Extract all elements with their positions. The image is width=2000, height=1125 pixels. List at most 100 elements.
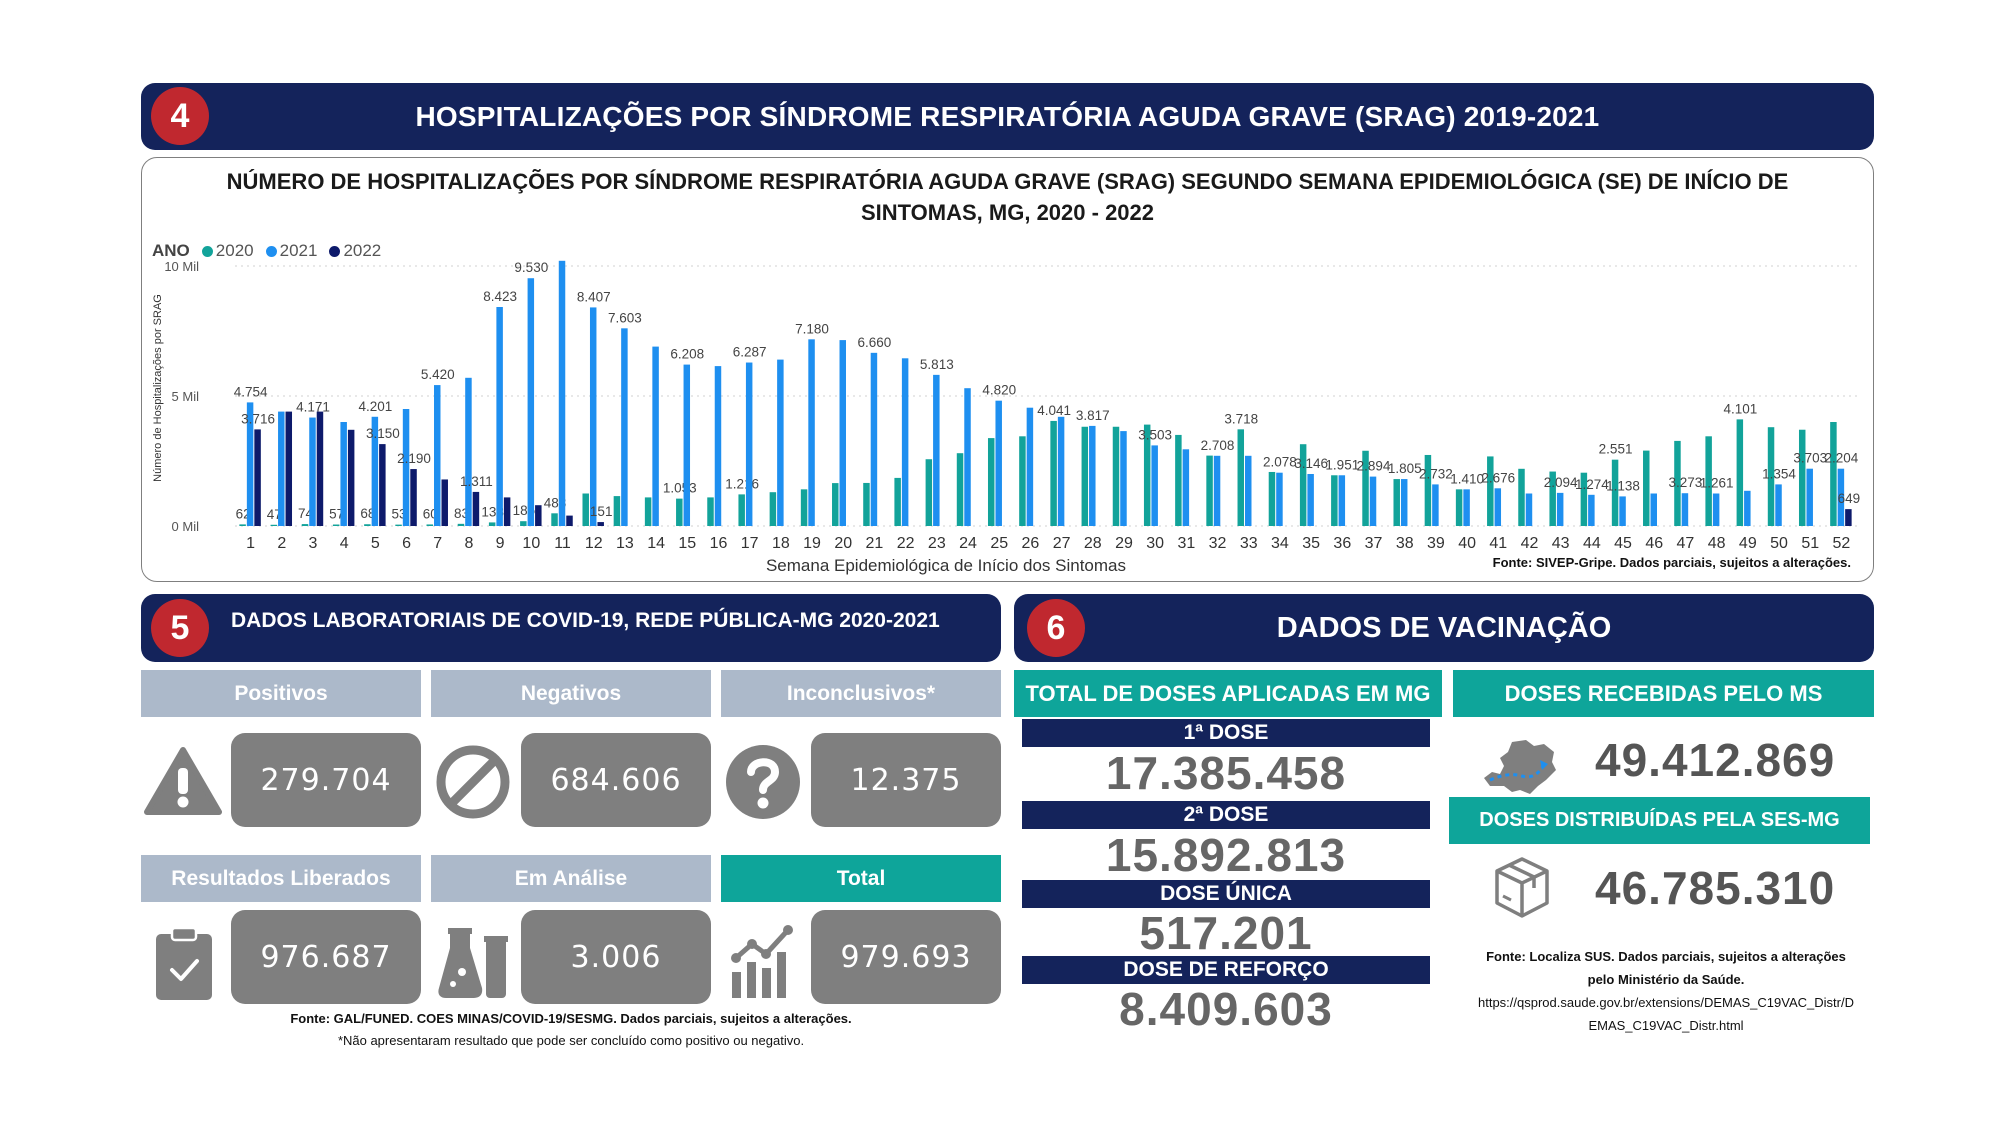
legend-item-2022[interactable]: 2022 xyxy=(329,241,381,261)
x-tick-label: 16 xyxy=(710,535,728,552)
bar-2020 xyxy=(644,497,652,526)
bar-2021 xyxy=(1338,475,1346,526)
data-label: 7.180 xyxy=(795,321,829,336)
bar-2020 xyxy=(395,524,402,526)
bar-2020 xyxy=(894,477,901,526)
data-label: 3.146 xyxy=(1294,456,1328,471)
clipboard-check-icon xyxy=(156,926,212,1000)
legend-item-2021[interactable]: 2021 xyxy=(265,241,318,261)
doses-distributed-header: DOSES DISTRIBUÍDAS PELA SES-MG xyxy=(1449,797,1870,844)
x-tick-label: 46 xyxy=(1645,535,1663,552)
bar-2021 xyxy=(1213,455,1221,526)
doses-distributed-value: 46.785.310 xyxy=(1595,862,1836,914)
data-label: 8.423 xyxy=(483,289,517,304)
chart-plot-area: 0 Mil 5 Mil 10 Mil Número de Hospitalizaçõe… xyxy=(152,259,1860,575)
data-label: 5.813 xyxy=(920,357,954,372)
bar-2020 xyxy=(1299,444,1307,526)
bar-2021 xyxy=(1245,455,1252,526)
bar-2021 xyxy=(527,278,535,526)
bar-2020 xyxy=(863,482,870,526)
dose-2-label: 2ª DOSE xyxy=(1022,801,1430,829)
x-tick-label: 19 xyxy=(803,535,821,552)
bar-2021 xyxy=(246,402,254,526)
bar-2022 xyxy=(597,522,604,526)
bar-2020 xyxy=(676,498,683,526)
bar-2022 xyxy=(566,515,573,526)
data-label: 2.708 xyxy=(1201,438,1235,453)
bar-2021 xyxy=(933,374,940,526)
x-tick-label: 13 xyxy=(616,535,634,552)
section-6-header: 6 DADOS DE VACINAÇÃO xyxy=(1014,594,1874,662)
legend-title: ANO xyxy=(152,241,190,260)
x-tick-label: 12 xyxy=(585,535,603,552)
data-label: 3.718 xyxy=(1224,411,1258,426)
bar-2021 xyxy=(1712,493,1720,526)
x-tick-label: 1 xyxy=(246,535,255,552)
data-label: 3.273 xyxy=(1669,475,1703,490)
hospitalization-chart: NÚMERO DE HOSPITALIZAÇÕES POR SÍNDROME R… xyxy=(141,157,1874,582)
data-label: 5.420 xyxy=(421,367,455,382)
bar-2020 xyxy=(1549,471,1556,526)
x-tick-label: 39 xyxy=(1427,535,1445,552)
bar-2021 xyxy=(1120,431,1127,526)
x-tick-label: 21 xyxy=(866,535,884,552)
bar-2022 xyxy=(285,411,293,526)
question-icon xyxy=(726,745,800,819)
data-label: 2.094 xyxy=(1544,475,1578,490)
bar-2021 xyxy=(402,409,410,526)
bar-2021 xyxy=(278,411,285,526)
bar-2021 xyxy=(1432,484,1439,526)
data-label: 1.138 xyxy=(1606,478,1640,493)
legend-label: 2021 xyxy=(279,241,318,260)
x-tick-label: 31 xyxy=(1177,535,1195,552)
bar-2021 xyxy=(371,416,379,526)
legend-item-2020[interactable]: 2020 xyxy=(201,241,254,261)
x-tick-label: 5 xyxy=(371,535,380,552)
warning-icon xyxy=(144,747,222,815)
bar-2020 xyxy=(707,497,714,526)
bar-2022 xyxy=(535,505,542,526)
bar-2020 xyxy=(1830,422,1837,526)
data-label: 1.261 xyxy=(1700,476,1734,491)
x-tick-label: 17 xyxy=(741,535,759,552)
x-tick-label: 20 xyxy=(834,535,852,552)
bar-2022 xyxy=(316,411,324,526)
bar-2021 xyxy=(1026,407,1034,526)
x-tick-label: 2 xyxy=(277,535,286,552)
x-tick-label: 50 xyxy=(1770,535,1788,552)
bar-2021 xyxy=(652,346,659,526)
dose-unica-value: 517.201 xyxy=(1139,907,1313,959)
x-tick-label: 26 xyxy=(1022,535,1040,552)
dose-reforco-value: 8.409.603 xyxy=(1119,983,1333,1035)
data-label: 7.603 xyxy=(608,310,642,325)
section-number-badge: 6 xyxy=(1027,599,1085,657)
bar-2021 xyxy=(1681,493,1689,526)
x-tick-label: 33 xyxy=(1240,535,1258,552)
dose-unica-label: DOSE ÚNICA xyxy=(1022,880,1430,908)
x-tick-label: 24 xyxy=(959,535,977,552)
resultados-liberados-header: Resultados Liberados xyxy=(141,855,421,902)
bar-2021 xyxy=(1057,416,1065,526)
vaccination-source-line-1: Fonte: Localiza SUS. Dados parciais, suj… xyxy=(1486,949,1846,964)
bar-2020 xyxy=(1081,426,1089,526)
bar-2022 xyxy=(410,469,417,526)
bar-2020 xyxy=(551,513,558,526)
vaccination-url-line-2[interactable]: EMAS_C19VAC_Distr.html xyxy=(1588,1018,1744,1033)
chart-legend: ANO 2020 2021 2022 xyxy=(152,241,387,261)
bar-2020 xyxy=(1674,440,1681,526)
total-header: Total xyxy=(721,855,1001,902)
vaccination-url-line-1[interactable]: https://qsprod.saude.gov.br/extensions/D… xyxy=(1478,995,1854,1010)
data-label: 2.078 xyxy=(1263,455,1297,470)
data-label: 2.204 xyxy=(1825,451,1859,466)
bar-2021 xyxy=(496,307,503,526)
data-label: 9.530 xyxy=(514,260,548,275)
bar-2021 xyxy=(1151,445,1158,526)
bar-2022 xyxy=(503,497,511,526)
bar-2021 xyxy=(1806,468,1813,526)
bar-2020 xyxy=(1705,436,1712,526)
x-tick-label: 23 xyxy=(928,535,946,552)
data-label: 4.201 xyxy=(358,399,392,414)
data-label: 2.190 xyxy=(397,451,431,466)
bar-2020 xyxy=(956,453,964,526)
x-tick-label: 11 xyxy=(554,535,571,552)
